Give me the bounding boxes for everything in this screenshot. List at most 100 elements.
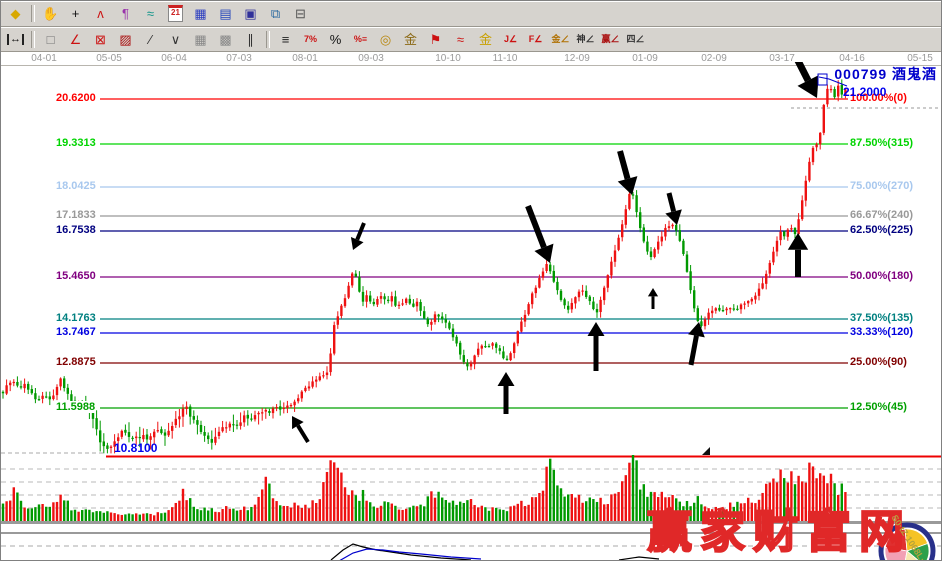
fan-rect-icon[interactable]: ⊠ (88, 30, 113, 49)
date-tick: 04-16 (839, 53, 865, 64)
glyph-draw-icon[interactable]: ¶ (113, 4, 138, 23)
toolbar-separator (31, 5, 35, 22)
dual-screen-icon[interactable]: ⧉ (263, 4, 288, 23)
angle-percent-icon[interactable]: 7% (298, 30, 323, 49)
save-icon: ▣ (244, 6, 257, 21)
calculator-icon[interactable]: ▦ (188, 4, 213, 23)
f-angle-icon[interactable]: F∠ (523, 30, 548, 49)
dense-grid-icon[interactable]: ▩ (213, 30, 238, 49)
annotation-arrow (587, 322, 605, 371)
freehand-draw-icon: ≈ (146, 6, 155, 21)
price-level-label: 18.0425 (56, 180, 97, 192)
freehand-draw-icon[interactable]: ≈ (138, 4, 163, 23)
trend-line-icon[interactable]: ∕ (138, 30, 163, 49)
pan-hand-icon: ✋ (42, 6, 59, 21)
date-tick: 06-04 (161, 53, 187, 64)
wave-icon: ≈ (456, 31, 465, 47)
width-adjust-icon: ↔ (7, 33, 24, 45)
gold-icon[interactable]: 金 (473, 30, 498, 49)
price-level-label: 16.7538 (56, 224, 97, 236)
shen-angle-icon: 神∠ (576, 33, 595, 44)
flag-mark-icon: ⚑ (429, 31, 442, 47)
price-level-label: 20.6200 (56, 92, 97, 104)
measure-list-icon[interactable]: ≡ (273, 30, 298, 49)
annotation-arrow (525, 204, 554, 263)
annotation-arrow (647, 288, 659, 309)
percent-level-label: 12.50%(45) (850, 401, 907, 413)
gold-circle-icon[interactable]: ◎ (373, 30, 398, 49)
polyline-draw-icon[interactable]: ʌ (88, 4, 113, 23)
annotation-arrow (497, 372, 515, 414)
shen-angle-icon[interactable]: 神∠ (573, 30, 598, 49)
percent-icon[interactable]: % (323, 30, 348, 49)
gold-levels-icon[interactable]: 金 (398, 30, 423, 49)
measure-list-icon: ≡ (281, 31, 290, 47)
compass-icon[interactable]: ◆ (3, 4, 28, 23)
gold-angle-icon[interactable]: 金∠ (548, 30, 573, 49)
dense-grid-icon: ▩ (219, 31, 232, 47)
grid-icon: ▦ (194, 31, 207, 47)
date-tick: 10-10 (435, 53, 461, 64)
print-icon: ⊟ (295, 6, 306, 21)
fan-rect-icon: ⊠ (95, 31, 106, 47)
j-angle-icon: J∠ (503, 33, 518, 44)
date-tick: 12-09 (564, 53, 590, 64)
angle-percent-icon: 7% (303, 33, 317, 44)
calendar-icon[interactable]: 21 (163, 4, 188, 23)
save-icon[interactable]: ▣ (238, 4, 263, 23)
price-level-label: 13.7467 (56, 326, 97, 338)
ying-angle-icon[interactable]: 赢∠ (598, 30, 623, 49)
rect-select-icon[interactable]: □ (38, 30, 63, 49)
j-angle-icon[interactable]: J∠ (498, 30, 523, 49)
flag-mark-icon[interactable]: ⚑ (423, 30, 448, 49)
price-level-label: 17.1833 (56, 209, 97, 221)
zigzag-line-icon: ∨ (170, 31, 181, 47)
percent-level-label: 25.00%(90) (850, 356, 907, 368)
percent-levels-icon[interactable]: %≡ (348, 30, 373, 49)
parallel-lines-icon[interactable]: ∥ (238, 30, 263, 49)
chart-area[interactable]: 20.6200 100.00%(0) 19.3313 87.50%(315) 18.04… (1, 62, 941, 560)
print-icon[interactable]: ⊟ (288, 4, 313, 23)
grid-icon[interactable]: ▦ (188, 30, 213, 49)
compass-icon: ◆ (10, 6, 21, 21)
gold-angle-icon: 金∠ (551, 33, 570, 44)
annotation-arrow (665, 192, 682, 225)
price-level-label: 19.3313 (56, 137, 97, 149)
date-tick: 08-01 (292, 53, 318, 64)
ray-rect-icon: ▨ (119, 31, 132, 47)
trend-line-icon: ∕ (149, 31, 152, 47)
percent-level-label: 33.33%(120) (850, 326, 913, 338)
width-adjust-icon[interactable]: ↔ (3, 30, 28, 49)
percent-icon: % (329, 31, 342, 47)
crosshair-icon[interactable]: + (63, 4, 88, 23)
toolbar-separator (31, 30, 35, 48)
notes-icon[interactable]: ▤ (213, 4, 238, 23)
crosshair-icon: + (71, 6, 80, 21)
watermark-text: 赢家财富网 (646, 505, 913, 558)
gold-levels-icon: 金 (403, 31, 417, 47)
parallel-lines-icon: ∥ (247, 31, 254, 47)
date-tick: 09-03 (358, 53, 384, 64)
fan-lines-icon: ∠ (69, 31, 82, 47)
pan-hand-icon[interactable]: ✋ (38, 4, 63, 23)
zigzag-line-icon[interactable]: ∨ (163, 30, 188, 49)
low-price-label: 10.8100 (114, 441, 158, 455)
annotation-arrow (787, 233, 809, 277)
fan-lines-icon[interactable]: ∠ (63, 30, 88, 49)
percent-level-label: 75.00%(270) (850, 180, 913, 192)
price-level-label: 15.4650 (56, 270, 97, 282)
toolbar-separator (266, 30, 270, 48)
percent-level-label: 100.00%(0) (850, 92, 907, 104)
percent-level-label: 87.50%(315) (850, 137, 913, 149)
date-tick: 04-01 (31, 53, 57, 64)
annotation-arrow (794, 62, 819, 98)
calculator-icon: ▦ (194, 6, 207, 21)
ray-rect-icon[interactable]: ▨ (113, 30, 138, 49)
site-logo (878, 522, 936, 560)
date-axis: 04-01 05-05 06-04 07-03 08-01 09-03 10-10 11-10… (1, 52, 941, 66)
si-angle-icon[interactable]: 四∠ (623, 30, 648, 49)
f-angle-icon: F∠ (528, 33, 543, 44)
date-tick: 03-17 (769, 53, 795, 64)
wave-icon[interactable]: ≈ (448, 30, 473, 49)
